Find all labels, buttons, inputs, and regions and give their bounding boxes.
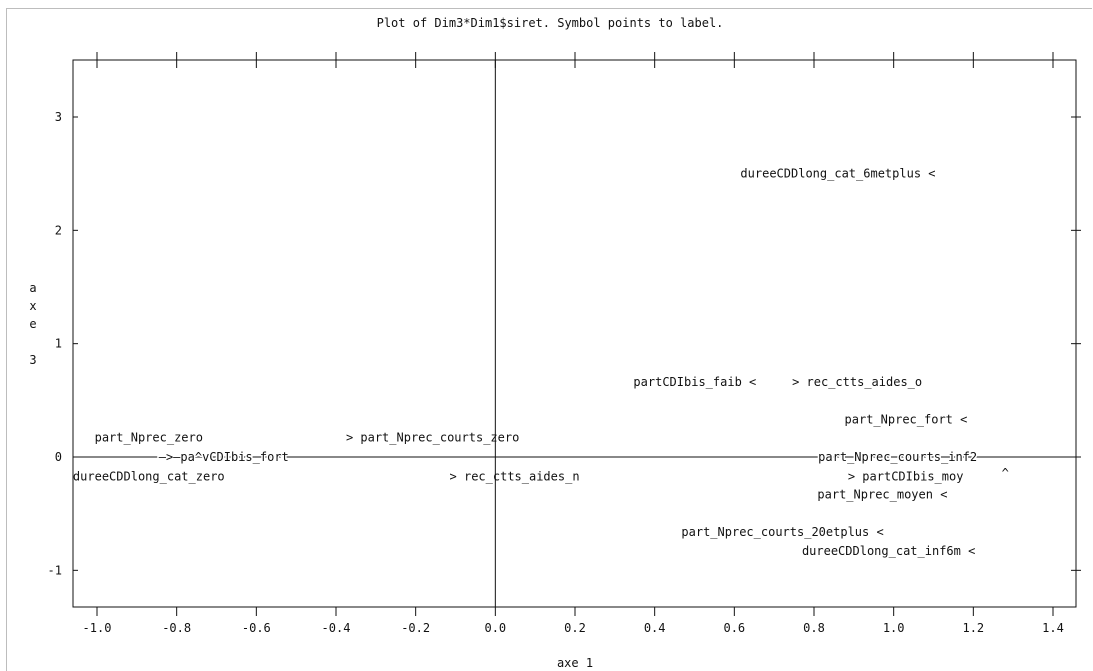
x-tick-label: -0.8 <box>162 621 191 635</box>
x-tick-label: 0.6 <box>723 621 745 635</box>
data-point-label: part_Nprec_fort < <box>845 413 968 427</box>
data-point-label: dureeCDDlong_cat_zero <box>73 469 225 483</box>
y-tick-label: 3 <box>55 110 62 124</box>
data-point-label: > partCDIbis_moy <box>848 469 964 483</box>
y-axis-label-char: e <box>29 317 36 331</box>
x-tick-label: 0.4 <box>644 621 666 635</box>
y-axis-label: axe 3 <box>29 281 36 367</box>
x-tick-label: 1.0 <box>883 621 905 635</box>
data-point-label: part_Nprec_courts_20etplus < <box>681 525 883 539</box>
y-axis-label-char: a <box>29 281 36 295</box>
chart-title: Plot of Dim3*Dim1$siret. Symbol points t… <box>377 16 724 30</box>
data-point-label: part_Nprec_moyen < <box>817 487 947 501</box>
y-tick-label: -1 <box>48 563 62 577</box>
x-tick-label: -1.0 <box>83 621 112 635</box>
data-point-label: part_Nprec_courts_inf2 <box>818 450 977 464</box>
x-tick-label: 0.0 <box>484 621 506 635</box>
data-point-label: > part_Nprec_courts_zero <box>346 431 519 445</box>
data-point-label: dureeCDDlong_cat_6metplus < <box>740 167 935 181</box>
x-tick-label: 1.2 <box>962 621 984 635</box>
plot-frame <box>72 59 1077 608</box>
y-tick-label: 0 <box>55 450 62 464</box>
y-tick-label: 1 <box>55 337 62 351</box>
output-window-frame <box>6 8 1092 671</box>
x-tick-label: 0.8 <box>803 621 825 635</box>
data-point-label: part_Nprec_zero <box>95 431 203 445</box>
data-point-label: partCDIbis_faib < <box>633 375 756 389</box>
x-tick-label: -0.4 <box>322 621 351 635</box>
x-axis-label: axe 1 <box>557 656 593 670</box>
data-point-label: > rec_ctts_aides_o <box>792 375 922 389</box>
data-point-label: ^ <box>1002 466 1009 480</box>
data-point-label: —>—pa^vCDIbis_fort <box>159 450 289 464</box>
x-tick-label: 0.2 <box>564 621 586 635</box>
data-point-label: > rec_ctts_aides_n <box>450 469 580 483</box>
y-tick-label: 2 <box>55 223 62 237</box>
data-point-label: dureeCDDlong_cat_inf6m < <box>802 544 975 558</box>
x-tick-label: 1.4 <box>1042 621 1064 635</box>
x-tick-label: -0.6 <box>242 621 271 635</box>
y-axis-label-char: 3 <box>29 353 36 367</box>
x-tick-label: -0.2 <box>401 621 430 635</box>
y-axis-label-char: x <box>29 299 36 313</box>
